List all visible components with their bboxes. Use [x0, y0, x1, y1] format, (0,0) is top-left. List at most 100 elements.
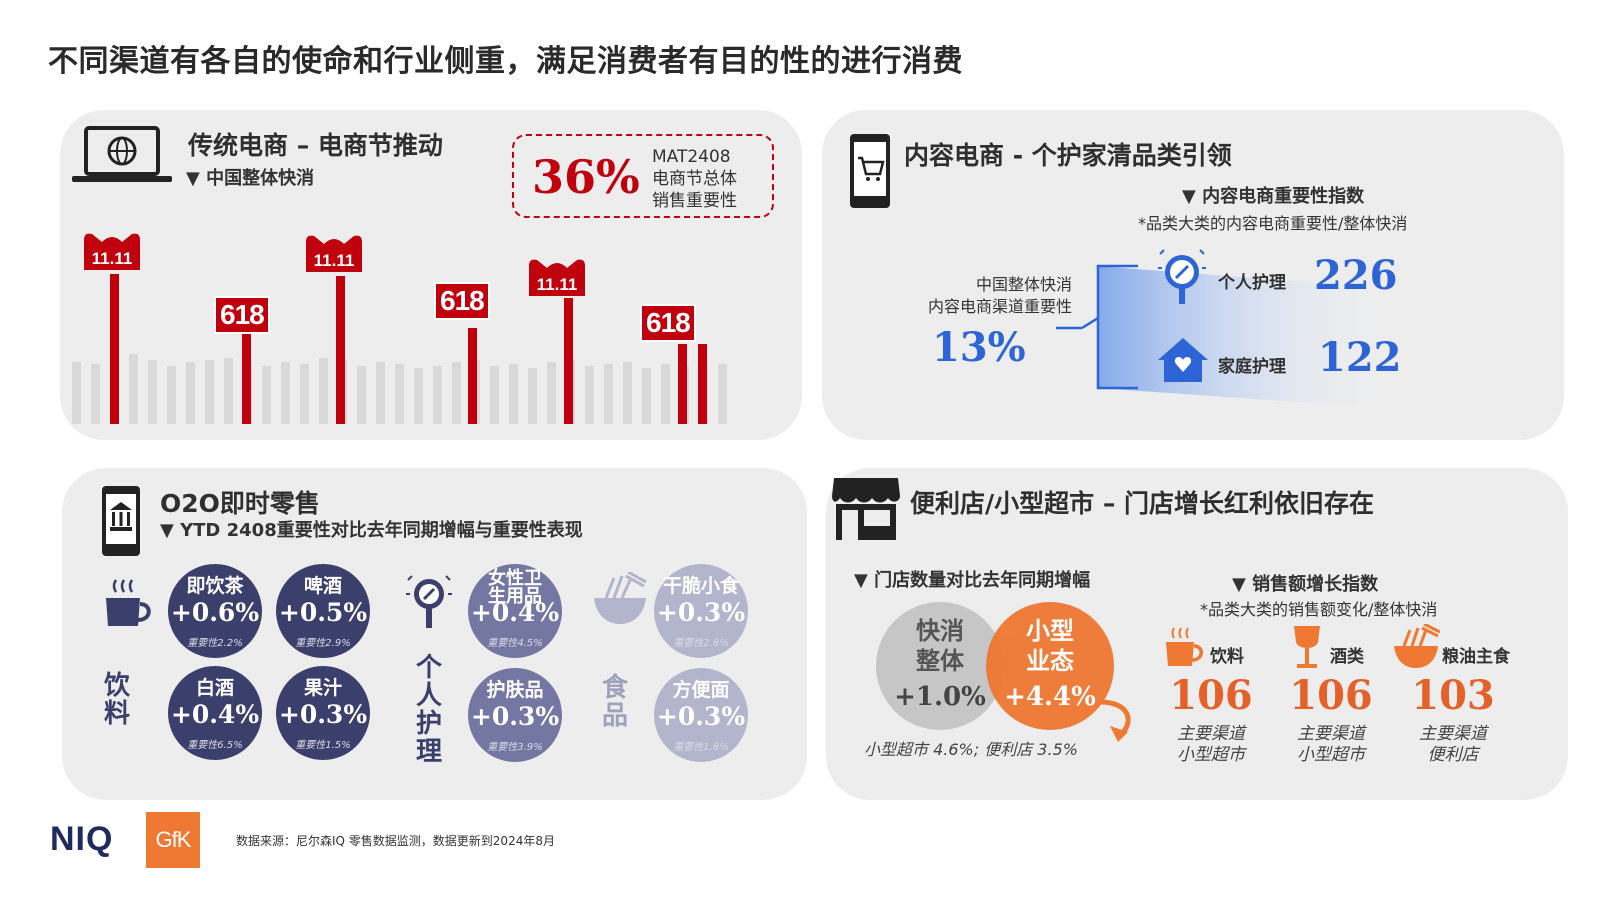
growth-note: *品类大类的销售额变化/整体快消	[1200, 600, 1438, 619]
circle-value: +0.3%	[656, 598, 746, 627]
sales-bar	[433, 366, 442, 424]
store-panel: 便利店/小型超市 – 门店增长红利依旧存在 ▼ 门店数量对比去年同期增幅 快消整…	[826, 468, 1568, 800]
overall-line-1: 中国整体快消	[975, 275, 1072, 294]
sales-bar	[509, 364, 518, 424]
festival-bar	[110, 274, 119, 424]
storefront-icon	[832, 478, 900, 540]
circle-importance: 重要性6.5%	[187, 740, 243, 751]
sales-bar	[623, 362, 632, 424]
circle-value: +0.4%	[170, 700, 260, 729]
o2o-title: O2O即时零售	[160, 489, 320, 518]
cat-channel-1: 主要渠道	[1297, 724, 1365, 744]
cat-value: 106	[1289, 672, 1373, 719]
sales-bar	[281, 362, 290, 424]
festival-bar	[678, 344, 687, 424]
circle-importance: 重要性1.5%	[295, 740, 351, 751]
sales-bar	[547, 362, 556, 424]
mat-box: 36% MAT2408 电商节总体 销售重要性	[512, 134, 774, 218]
circle-name: 果汁	[303, 677, 342, 699]
circle-value: +0.4%	[470, 598, 560, 627]
o2o-subtitle: ▼ YTD 2408重要性对比去年同期增幅与重要性表现	[160, 520, 583, 541]
cat-value: 106	[1169, 672, 1253, 719]
sales-bar	[585, 366, 594, 424]
festival-bar	[468, 328, 477, 424]
cat-name: 粮油主食	[1442, 647, 1510, 667]
venn-small-value: +4.4%	[1004, 682, 1096, 712]
group-label-personal: 个人护理	[415, 653, 442, 767]
mat-line-1: MAT2408	[652, 147, 731, 167]
item-label-personal: 个人护理	[1218, 273, 1286, 293]
coffee-cup-icon	[1166, 627, 1203, 666]
sales-bar	[718, 364, 727, 424]
circle-value: +0.5%	[278, 598, 368, 627]
sales-bar	[300, 364, 309, 424]
badge-1111-icon: 11.11	[529, 259, 585, 296]
overall-line-2: 内容电商渠道重要性	[927, 297, 1072, 316]
sales-bar	[661, 364, 670, 424]
content-index-note: *品类大类的内容电商重要性/整体快消	[1138, 214, 1408, 233]
cat-channel-1: 主要渠道	[1177, 724, 1245, 744]
venn-small-name: 小型业态	[1026, 617, 1074, 675]
venn-note: 小型超市 4.6%; 便利店 3.5%	[864, 740, 1078, 759]
group-label-drinks: 饮料	[103, 671, 130, 729]
sales-bar	[262, 366, 271, 424]
ecom-panel: 传统电商 – 电商节推动 ▼ 中国整体快消 36% MAT2408 电商节总体 …	[60, 110, 802, 440]
sales-bar	[604, 364, 613, 424]
ecom-subtitle: ▼ 中国整体快消	[186, 168, 315, 189]
festival-bar	[242, 334, 251, 424]
festival-bar	[336, 276, 345, 424]
venn-fmcg: 快消整体 +1.0%	[876, 602, 1004, 730]
cat-name: 酒类	[1330, 647, 1364, 667]
laptop-globe-icon	[72, 126, 172, 182]
o2o-circle: 护肤品 +0.3% 重要性3.9%	[468, 668, 562, 762]
circle-name: 方便面	[672, 679, 730, 701]
sales-bar	[528, 368, 537, 424]
noodle-bowl-icon	[594, 572, 647, 624]
badge-618: 618	[434, 282, 490, 320]
data-source-note: 数据来源：尼尔森IQ 零售数据监测，数据更新到2024年8月	[236, 834, 555, 848]
circle-importance: 重要性4.5%	[487, 638, 543, 649]
sales-bar	[72, 362, 81, 424]
circle-name: 女性卫生用品	[488, 568, 542, 607]
svg-text:11.11: 11.11	[92, 249, 133, 268]
circle-importance: 重要性2.8%	[673, 638, 729, 649]
o2o-circle: 果汁 +0.3% 重要性1.5%	[276, 666, 370, 760]
home-care-icon	[1158, 338, 1208, 382]
o2o-circle: 方便面 +0.3% 重要性1.8%	[654, 668, 748, 762]
circle-name: 干脆小食	[662, 575, 739, 597]
o2o-circle: 啤酒 +0.5% 重要性2.9%	[276, 564, 370, 658]
circle-name: 啤酒	[303, 575, 342, 597]
phone-bank-icon	[102, 486, 140, 556]
niq-logo: NIQ	[50, 820, 114, 858]
personal-care-icon	[406, 575, 452, 628]
store-count-title: ▼ 门店数量对比去年同期增幅	[854, 570, 1091, 591]
o2o-circle: 白酒 +0.4% 重要性6.5%	[168, 666, 262, 760]
cat-channel-1: 主要渠道	[1419, 724, 1487, 744]
badge-1111-icon: 11.11	[306, 235, 362, 272]
circle-value: +0.6%	[170, 598, 260, 627]
venn-small-format: 小型业态 +4.4%	[986, 602, 1114, 730]
circle-importance: 重要性2.2%	[187, 638, 243, 649]
cat-name: 饮料	[1210, 647, 1244, 667]
venn-fmcg-name: 快消整体	[916, 617, 964, 675]
sales-bar	[490, 366, 499, 424]
group-label-food: 食品	[601, 673, 628, 731]
circle-value: +0.3%	[278, 700, 368, 729]
cat-channel-2: 便利店	[1427, 745, 1479, 765]
sales-bar	[357, 366, 366, 424]
sales-bar	[642, 368, 651, 424]
circle-name: 护肤品	[486, 679, 544, 701]
badge-1111-icon: 11.11	[84, 233, 140, 270]
cat-channel-2: 小型超市	[1177, 745, 1245, 765]
mat-line-2: 电商节总体	[652, 169, 737, 189]
svg-text:11.11: 11.11	[314, 251, 355, 270]
phone-cart-icon	[850, 134, 890, 208]
festival-bar	[564, 298, 573, 424]
mat-percent: 36%	[532, 150, 640, 204]
gfk-logo: GfK	[146, 812, 200, 868]
sales-bar	[148, 360, 157, 424]
curved-arrow-icon	[1099, 699, 1131, 742]
venn-fmcg-value: +1.0%	[894, 682, 986, 712]
circle-value: +0.3%	[656, 702, 746, 731]
circle-value: +0.3%	[470, 702, 560, 731]
